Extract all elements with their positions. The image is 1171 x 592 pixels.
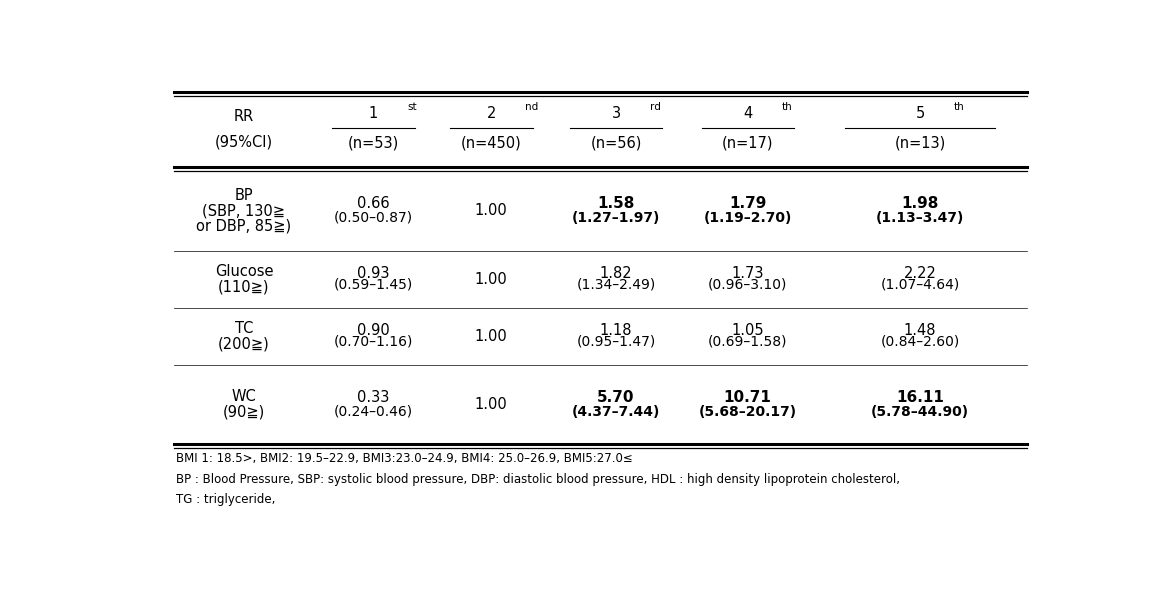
Text: (n=53): (n=53)	[348, 136, 399, 150]
Text: nd: nd	[526, 102, 539, 111]
Text: (5.68–20.17): (5.68–20.17)	[699, 404, 796, 419]
Text: 1.98: 1.98	[902, 196, 939, 211]
Text: (0.50–0.87): (0.50–0.87)	[334, 211, 413, 225]
Text: 16.11: 16.11	[896, 390, 944, 405]
Text: (0.69–1.58): (0.69–1.58)	[707, 334, 787, 349]
Text: 1.18: 1.18	[600, 323, 632, 338]
Text: RR: RR	[234, 109, 254, 124]
Text: (0.70–1.16): (0.70–1.16)	[334, 334, 413, 349]
Text: (1.07–4.64): (1.07–4.64)	[881, 278, 960, 292]
Text: 1.05: 1.05	[732, 323, 763, 338]
Text: BP : Blood Pressure, SBP: systolic blood pressure, DBP: diastolic blood pressure: BP : Blood Pressure, SBP: systolic blood…	[177, 473, 900, 486]
Text: (95%CI): (95%CI)	[214, 134, 273, 149]
Text: (1.27–1.97): (1.27–1.97)	[571, 211, 660, 225]
Text: 1.79: 1.79	[728, 196, 766, 211]
Text: (0.96–3.10): (0.96–3.10)	[708, 278, 787, 292]
Text: 2: 2	[486, 106, 497, 121]
Text: or DBP, 85≧): or DBP, 85≧)	[197, 218, 292, 233]
Text: 1.58: 1.58	[597, 196, 635, 211]
Text: (200≧): (200≧)	[218, 336, 269, 351]
Text: rd: rd	[650, 102, 660, 111]
Text: 4: 4	[742, 106, 752, 121]
Text: (1.19–2.70): (1.19–2.70)	[704, 211, 792, 225]
Text: 3: 3	[611, 106, 621, 121]
Text: (1.34–2.49): (1.34–2.49)	[576, 278, 656, 292]
Text: (n=17): (n=17)	[721, 136, 773, 150]
Text: 1.00: 1.00	[475, 397, 507, 412]
Text: (90≧): (90≧)	[222, 404, 265, 420]
Text: (0.24–0.46): (0.24–0.46)	[334, 404, 413, 419]
Text: 1.00: 1.00	[475, 272, 507, 287]
Text: 10.71: 10.71	[724, 390, 772, 405]
Text: 0.66: 0.66	[357, 196, 390, 211]
Text: 1.48: 1.48	[904, 323, 937, 338]
Text: 0.90: 0.90	[357, 323, 390, 338]
Text: 0.33: 0.33	[357, 390, 390, 405]
Text: Glucose: Glucose	[214, 264, 273, 279]
Text: TC: TC	[234, 321, 253, 336]
Text: TG : triglyceride,: TG : triglyceride,	[177, 493, 275, 506]
Text: (n=13): (n=13)	[895, 136, 946, 150]
Text: (4.37–7.44): (4.37–7.44)	[571, 404, 660, 419]
Text: (SBP, 130≧: (SBP, 130≧	[203, 203, 286, 218]
Text: (0.84–2.60): (0.84–2.60)	[881, 334, 960, 349]
Text: 0.93: 0.93	[357, 266, 390, 281]
Text: 5: 5	[916, 106, 925, 121]
Text: (0.59–1.45): (0.59–1.45)	[334, 278, 413, 292]
Text: WC: WC	[232, 390, 256, 404]
Text: 1: 1	[369, 106, 378, 121]
Text: 2.22: 2.22	[904, 266, 937, 281]
Text: (0.95–1.47): (0.95–1.47)	[576, 334, 656, 349]
Text: 1.82: 1.82	[600, 266, 632, 281]
Text: th: th	[954, 102, 965, 111]
Text: 1.00: 1.00	[475, 203, 507, 218]
Text: (n=450): (n=450)	[461, 136, 521, 150]
Text: BP: BP	[234, 188, 253, 203]
Text: 5.70: 5.70	[597, 390, 635, 405]
Text: BMI 1: 18.5>, BMI2: 19.5–22.9, BMI3:23.0–24.9, BMI4: 25.0–26.9, BMI5:27.0≤: BMI 1: 18.5>, BMI2: 19.5–22.9, BMI3:23.0…	[177, 452, 634, 465]
Text: (n=56): (n=56)	[590, 136, 642, 150]
Text: (5.78–44.90): (5.78–44.90)	[871, 404, 970, 419]
Text: (1.13–3.47): (1.13–3.47)	[876, 211, 964, 225]
Text: 1.73: 1.73	[732, 266, 763, 281]
Text: (110≧): (110≧)	[218, 279, 269, 294]
Text: st: st	[408, 102, 417, 111]
Text: th: th	[782, 102, 793, 111]
Text: 1.00: 1.00	[475, 329, 507, 343]
